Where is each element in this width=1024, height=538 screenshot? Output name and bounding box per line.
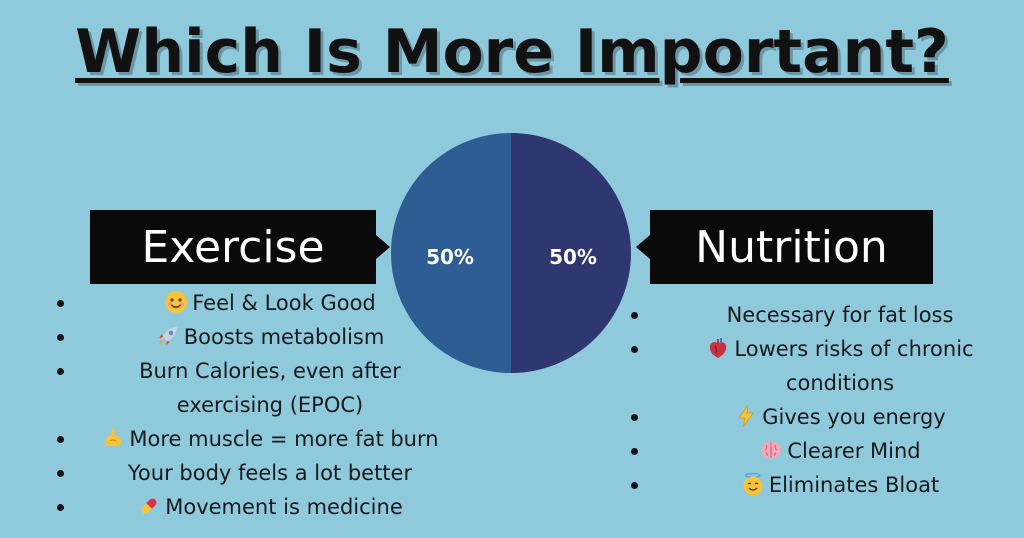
nutrition-list-item: conditions	[620, 366, 1020, 400]
nutrition-item-text: Lowers risks of chronic	[734, 337, 974, 361]
halo-face-icon	[741, 472, 765, 496]
bullet-icon	[57, 436, 64, 443]
nutrition-list-item: Eliminates Bloat	[620, 468, 1020, 502]
exercise-label: Exercise	[90, 210, 376, 284]
lightning-icon	[734, 404, 758, 428]
bullet-icon	[631, 414, 638, 421]
exercise-list-item: exercising (EPOC)	[40, 388, 460, 422]
pie-slice-exercise	[391, 133, 511, 373]
flexed-bicep-icon	[101, 426, 125, 450]
pie-label-exercise: 50%	[426, 245, 474, 269]
rocket-icon	[156, 324, 180, 348]
bullet-icon	[631, 312, 638, 319]
exercise-benefits-list: Feel & Look Good Boosts metabolism Burn Ca…	[40, 286, 460, 524]
nutrition-list-item: Lowers risks of chronic	[620, 332, 1020, 366]
bullet-icon	[57, 300, 64, 307]
bullet-icon	[57, 334, 64, 341]
bullet-icon	[631, 346, 638, 353]
nutrition-list-item: Clearer Mind	[620, 434, 1020, 468]
exercise-list-item: Boosts metabolism	[40, 320, 460, 354]
exercise-item-text: Your body feels a lot better	[127, 461, 413, 485]
exercise-list-item: Burn Calories, even after	[40, 354, 460, 388]
page-title: Which Is More Important?	[75, 17, 949, 87]
exercise-pointer	[376, 235, 390, 259]
nutrition-item-text: Gives you energy	[762, 405, 946, 429]
pie-chart: 50% 50%	[391, 133, 631, 373]
bullet-icon	[57, 470, 64, 477]
exercise-item-text: Boosts metabolism	[183, 325, 385, 349]
nutrition-item-text: Eliminates Bloat	[768, 473, 940, 497]
exercise-item-text: Movement is medicine	[165, 495, 403, 519]
nutrition-item-text: conditions	[785, 371, 895, 395]
exercise-item-text: More muscle = more fat burn	[129, 427, 439, 451]
exercise-list-item: Movement is medicine	[40, 490, 460, 524]
bullet-icon	[57, 368, 64, 375]
bullet-icon	[631, 482, 638, 489]
exercise-item-text: exercising (EPOC)	[176, 393, 364, 417]
anatomical-heart-icon	[706, 336, 730, 360]
nutrition-item-text: Necessary for fat loss	[726, 303, 954, 327]
nutrition-list-item: Necessary for fat loss	[620, 298, 1020, 332]
nutrition-list-item: Gives you energy	[620, 400, 1020, 434]
exercise-list-item: Your body feels a lot better	[40, 456, 460, 490]
bullet-icon	[57, 504, 64, 511]
exercise-list-item: Feel & Look Good	[40, 286, 460, 320]
exercise-list-item: More muscle = more fat burn	[40, 422, 460, 456]
brain-icon	[759, 438, 783, 462]
nutrition-label: Nutrition	[650, 210, 933, 284]
nutrition-pointer	[636, 235, 650, 259]
exercise-item-text: Burn Calories, even after	[139, 359, 401, 383]
exercise-item-text: Feel & Look Good	[192, 291, 376, 315]
pie-slice-nutrition	[511, 133, 631, 373]
bullet-icon	[631, 448, 638, 455]
pie-label-nutrition: 50%	[549, 245, 597, 269]
smiling-face-icon	[164, 290, 188, 314]
nutrition-item-text: Clearer Mind	[787, 439, 921, 463]
nutrition-benefits-list: Necessary for fat loss Lowers risks of ch…	[620, 298, 1020, 502]
pill-icon	[137, 494, 161, 518]
